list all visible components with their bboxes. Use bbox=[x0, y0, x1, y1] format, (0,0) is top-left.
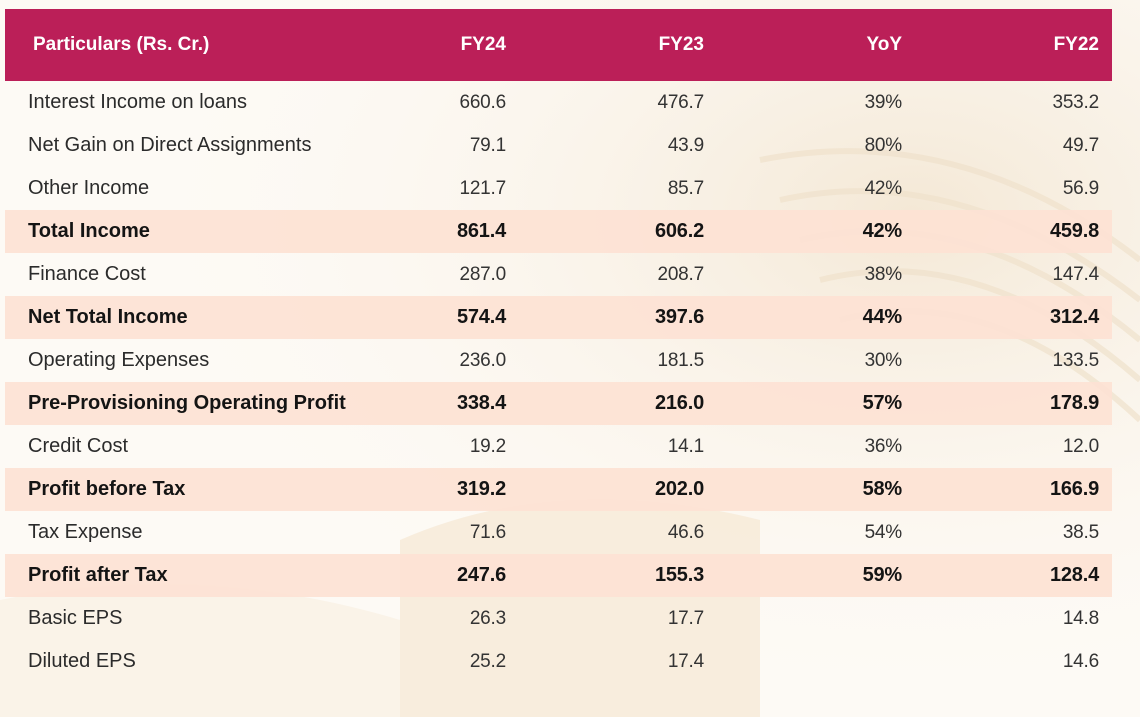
row-label: Total Income bbox=[28, 220, 150, 242]
cell-fy24: 338.4 bbox=[456, 392, 506, 414]
cell-fy24: 25.2 bbox=[469, 650, 506, 672]
table-row: Finance Cost 287.0 208.7 38% 147.4 bbox=[5, 253, 1112, 296]
cell-fy24: 71.6 bbox=[469, 521, 506, 543]
cell-yoy: 54% bbox=[864, 521, 903, 543]
cell-fy22: 147.4 bbox=[1052, 263, 1099, 285]
row-label: Net Total Income bbox=[28, 306, 188, 328]
table-row: Credit Cost 19.2 14.1 36% 12.0 bbox=[5, 425, 1112, 468]
cell-fy23: 476.7 bbox=[657, 91, 704, 113]
row-label: Finance Cost bbox=[28, 263, 146, 285]
table-body: Interest Income on loans 660.6 476.7 39% 353… bbox=[5, 81, 1112, 683]
table-row: Diluted EPS 25.2 17.4 14.6 bbox=[5, 640, 1112, 683]
cell-fy22: 133.5 bbox=[1052, 349, 1099, 371]
cell-fy24: 121.7 bbox=[459, 177, 506, 199]
table-row: Operating Expenses 236.0 181.5 30% 133.5 bbox=[5, 339, 1112, 382]
cell-fy23: 85.7 bbox=[667, 177, 704, 199]
cell-yoy: 58% bbox=[862, 478, 903, 500]
cell-fy22: 12.0 bbox=[1062, 435, 1099, 457]
cell-yoy: 42% bbox=[864, 177, 903, 199]
cell-fy24: 247.6 bbox=[456, 564, 506, 586]
cell-fy24: 236.0 bbox=[459, 349, 506, 371]
header-yoy: YoY bbox=[866, 34, 902, 55]
table-header: Particulars (Rs. Cr.) FY24 FY23 YoY FY22 bbox=[5, 9, 1112, 81]
table-row: Interest Income on loans 660.6 476.7 39% 353… bbox=[5, 81, 1112, 124]
cell-fy24: 26.3 bbox=[469, 607, 506, 629]
row-label: Other Income bbox=[28, 177, 150, 199]
cell-fy22: 38.5 bbox=[1062, 521, 1099, 543]
row-label: Profit after Tax bbox=[28, 564, 168, 586]
cell-fy23: 17.7 bbox=[667, 607, 704, 629]
cell-fy23: 606.2 bbox=[654, 220, 704, 242]
header-fy23: FY23 bbox=[658, 34, 704, 55]
cell-fy24: 574.4 bbox=[456, 306, 506, 328]
table-row: Profit before Tax 319.2 202.0 58% 166.9 bbox=[5, 468, 1112, 511]
cell-fy23: 155.3 bbox=[654, 564, 704, 586]
header-fy22: FY22 bbox=[1053, 34, 1099, 55]
cell-fy24: 79.1 bbox=[469, 134, 506, 156]
cell-yoy: 39% bbox=[864, 91, 903, 113]
cell-fy23: 43.9 bbox=[667, 134, 704, 156]
financial-table: Particulars (Rs. Cr.) FY24 FY23 YoY FY22… bbox=[5, 9, 1112, 683]
cell-fy22: 49.7 bbox=[1062, 134, 1099, 156]
cell-fy23: 202.0 bbox=[654, 478, 704, 500]
row-label: Tax Expense bbox=[28, 521, 143, 543]
row-label: Diluted EPS bbox=[28, 650, 136, 672]
cell-yoy: 59% bbox=[862, 564, 903, 586]
cell-yoy: 38% bbox=[864, 263, 903, 285]
cell-fy22: 459.8 bbox=[1049, 220, 1099, 242]
table-row: Net Gain on Direct Assignments 79.1 43.9 80… bbox=[5, 124, 1112, 167]
cell-fy24: 319.2 bbox=[456, 478, 506, 500]
table-row: Tax Expense 71.6 46.6 54% 38.5 bbox=[5, 511, 1112, 554]
cell-fy24: 660.6 bbox=[459, 91, 506, 113]
cell-fy24: 19.2 bbox=[469, 435, 506, 457]
cell-fy22: 14.6 bbox=[1062, 650, 1099, 672]
row-label: Operating Expenses bbox=[28, 349, 210, 371]
cell-fy22: 14.8 bbox=[1062, 607, 1099, 629]
header-particulars: Particulars (Rs. Cr.) bbox=[33, 34, 210, 55]
cell-fy23: 181.5 bbox=[657, 349, 704, 371]
cell-yoy: 57% bbox=[862, 392, 903, 414]
cell-fy22: 178.9 bbox=[1049, 392, 1099, 414]
cell-yoy: 36% bbox=[864, 435, 903, 457]
cell-fy23: 14.1 bbox=[667, 435, 704, 457]
cell-fy22: 56.9 bbox=[1062, 177, 1099, 199]
cell-yoy: 80% bbox=[864, 134, 903, 156]
table-row: Net Total Income 574.4 397.6 44% 312.4 bbox=[5, 296, 1112, 339]
cell-yoy: 30% bbox=[864, 349, 903, 371]
cell-fy23: 46.6 bbox=[667, 521, 704, 543]
cell-fy22: 353.2 bbox=[1052, 91, 1099, 113]
cell-yoy: 42% bbox=[862, 220, 903, 242]
header-fy24: FY24 bbox=[460, 34, 506, 55]
row-label: Profit before Tax bbox=[28, 478, 186, 500]
row-label: Net Gain on Direct Assignments bbox=[28, 134, 312, 156]
row-label: Interest Income on loans bbox=[28, 91, 248, 113]
table-row: Basic EPS 26.3 17.7 14.8 bbox=[5, 597, 1112, 640]
table-row: Other Income 121.7 85.7 42% 56.9 bbox=[5, 167, 1112, 210]
row-label: Credit Cost bbox=[28, 435, 129, 457]
row-label: Pre-Provisioning Operating Profit bbox=[28, 392, 346, 414]
cell-fy23: 208.7 bbox=[657, 263, 704, 285]
cell-fy23: 216.0 bbox=[654, 392, 704, 414]
cell-fy23: 397.6 bbox=[654, 306, 704, 328]
cell-fy23: 17.4 bbox=[667, 650, 704, 672]
cell-fy22: 166.9 bbox=[1049, 478, 1099, 500]
cell-fy24: 861.4 bbox=[456, 220, 506, 242]
table-row: Total Income 861.4 606.2 42% 459.8 bbox=[5, 210, 1112, 253]
row-label: Basic EPS bbox=[28, 607, 123, 629]
table-row: Pre-Provisioning Operating Profit 338.4 21… bbox=[5, 382, 1112, 425]
cell-fy22: 128.4 bbox=[1049, 564, 1099, 586]
cell-fy24: 287.0 bbox=[459, 263, 506, 285]
cell-fy22: 312.4 bbox=[1049, 306, 1099, 328]
cell-yoy: 44% bbox=[862, 306, 903, 328]
table-row: Profit after Tax 247.6 155.3 59% 128.4 bbox=[5, 554, 1112, 597]
